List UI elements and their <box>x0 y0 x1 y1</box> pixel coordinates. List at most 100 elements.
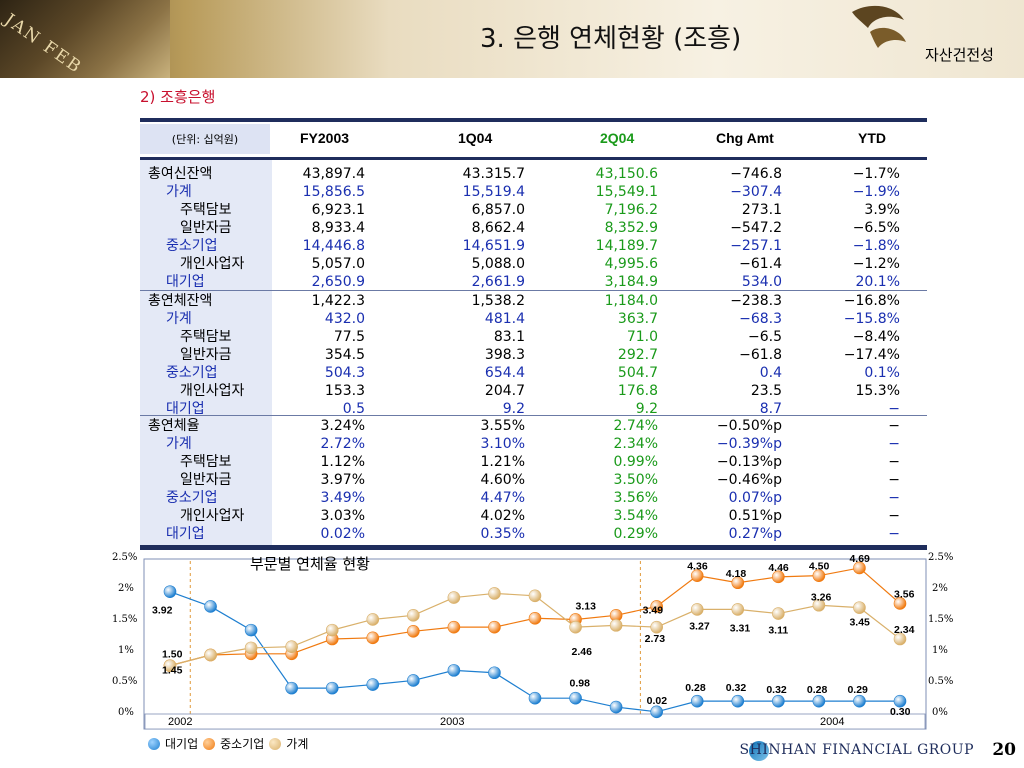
data-point <box>407 674 420 687</box>
row-label: 가계 <box>166 184 192 200</box>
table-cell: 1,184.0 <box>604 293 658 309</box>
y-tick-left-1: 2% <box>118 583 134 594</box>
data-label: 0.02 <box>647 695 668 707</box>
table-cell: 1.12% <box>320 454 365 470</box>
data-point <box>528 691 542 705</box>
data-point <box>690 603 704 616</box>
table-cell: −68.3 <box>739 311 782 327</box>
data-point <box>690 569 704 582</box>
section-badge: 자산건전성 <box>924 46 994 64</box>
data-label: 3.49 <box>643 604 664 616</box>
data-point <box>204 600 217 613</box>
table-cell: 8,933.4 <box>311 220 365 236</box>
y-tick-right-4: 0.5% <box>928 676 954 687</box>
table-cell: 8.7 <box>759 401 782 417</box>
data-label: 4.46 <box>768 562 789 574</box>
data-point <box>893 694 907 708</box>
table-cell: 363.7 <box>617 311 658 327</box>
table-cell: 15,519.4 <box>462 184 525 200</box>
table-cell: 15.3% <box>855 383 900 399</box>
table-cell: 0.27%p <box>728 526 782 542</box>
table-row: 총여신잔액 43,897.4 43.315.7 43,150.6 −746.8 −1.7% <box>140 165 927 183</box>
table-cell: 0.29% <box>613 526 658 542</box>
data-label: 4.50 <box>809 561 830 573</box>
table-cell: 504.3 <box>324 365 365 381</box>
table-cell: 3.10% <box>480 436 525 452</box>
table-row: 총연체잔액 1,422.3 1,538.2 1,184.0 −238.3 −16.8% <box>140 292 927 310</box>
table-bottom-rule <box>140 545 927 550</box>
col-header-chg-amt: Chg Amt <box>716 130 774 146</box>
table-cell: 0.35% <box>480 526 525 542</box>
table-cell: 4.47% <box>480 490 525 506</box>
table-cell: 83.1 <box>493 329 525 345</box>
table-cell: −257.1 <box>730 238 782 254</box>
table-cell: −15.8% <box>843 311 900 327</box>
table-row: 가계 432.0 481.4 363.7 −68.3 −15.8% <box>140 310 927 328</box>
data-point <box>569 620 582 634</box>
row-label: 개인사업자 <box>180 383 245 399</box>
table-cell: 1.21% <box>480 454 525 470</box>
table-row: 가계 15,856.5 15,519.4 15,549.1 −307.4 −1.9% <box>140 183 927 201</box>
data-label: 0.32 <box>766 684 787 696</box>
data-point <box>772 607 785 620</box>
company-name: SHINHAN FINANCIAL GROUP <box>739 742 974 758</box>
legend-dot-large-corp <box>148 737 160 750</box>
data-point <box>690 694 704 708</box>
table-cell: 204.7 <box>484 383 525 399</box>
shinhan-logo-icon <box>749 741 769 761</box>
y-tick-right-1: 2% <box>932 583 948 594</box>
data-label: 1.45 <box>162 665 183 677</box>
row-label: 중소기업 <box>166 238 218 254</box>
table-cell: − <box>888 508 900 524</box>
table-cell: 354.5 <box>324 347 365 363</box>
table-cell: 0.99% <box>613 454 658 470</box>
data-label: 3.27 <box>689 620 710 632</box>
data-point <box>731 603 745 616</box>
data-point <box>447 591 461 604</box>
table-cell: −17.4% <box>843 347 900 363</box>
table-cell: 8,352.9 <box>604 220 658 236</box>
y-tick-left-3: 1% <box>118 645 134 656</box>
table-cell: −307.4 <box>730 184 782 200</box>
y-tick-left-4: 0.5% <box>112 676 138 687</box>
table-cell: −1.2% <box>852 256 900 272</box>
table-cell: 14,446.8 <box>302 238 365 254</box>
table-row: 개인사업자 153.3 204.7 176.8 23.5 15.3% <box>140 382 927 400</box>
table-cell: 0.5 <box>342 401 365 417</box>
table-row: 일반자금 3.97% 4.60% 3.50% −0.46%p − <box>140 471 927 489</box>
table-cell: −8.4% <box>852 329 900 345</box>
col-header-1q04: 1Q04 <box>458 130 493 146</box>
table-cell: −6.5% <box>852 220 900 236</box>
table-cell: 5,057.0 <box>311 256 365 272</box>
table-cell: 273.1 <box>741 202 782 218</box>
data-point <box>772 570 785 584</box>
chart-title: 부문별 연체율 현황 <box>250 555 370 573</box>
data-label: 3.56 <box>894 588 915 600</box>
table-cell: 2,661.9 <box>471 274 525 290</box>
table-cell: 9.2 <box>502 401 525 417</box>
table-row: 개인사업자 5,057.0 5,088.0 4,995.6 −61.4 −1.2% <box>140 255 927 273</box>
chart-svg: 2002 2003 2004 부문별 연체율 현황 3.92 1.50 1.45 3.13 2.… <box>143 553 927 730</box>
row-label: 개인사업자 <box>180 256 245 272</box>
data-label: 4.18 <box>726 568 747 580</box>
row-label: 중소기업 <box>166 365 218 381</box>
table-cell: − <box>888 454 900 470</box>
data-label: 0.32 <box>726 682 747 694</box>
table-cell: 43,897.4 <box>302 166 365 182</box>
data-point <box>528 589 542 603</box>
table-cell: 0.4 <box>759 365 782 381</box>
delinquency-chart: 2002 2003 2004 부문별 연체율 현황 3.92 1.50 1.45 3.13 2.… <box>140 553 930 731</box>
corporate-symbol-icon <box>852 5 906 48</box>
col-header-2q04: 2Q04 <box>600 130 635 146</box>
table-cell: 6,857.0 <box>471 202 525 218</box>
y-tick-right-2: 1.5% <box>928 614 954 625</box>
year-axis-band <box>144 713 926 730</box>
legend-label-household: 가계 <box>286 737 309 751</box>
data-label: 0.29 <box>847 684 868 696</box>
row-label: 대기업 <box>166 526 205 542</box>
section-subtitle: 2) 조흥은행 <box>140 88 216 106</box>
table-cell: 176.8 <box>617 383 658 399</box>
row-label: 총여신잔액 <box>148 166 213 182</box>
table-row: 중소기업 14,446.8 14,651.9 14,189.7 −257.1 −1.8% <box>140 237 927 255</box>
table-row: 가계 2.72% 3.10% 2.34% −0.39%p − <box>140 435 927 453</box>
